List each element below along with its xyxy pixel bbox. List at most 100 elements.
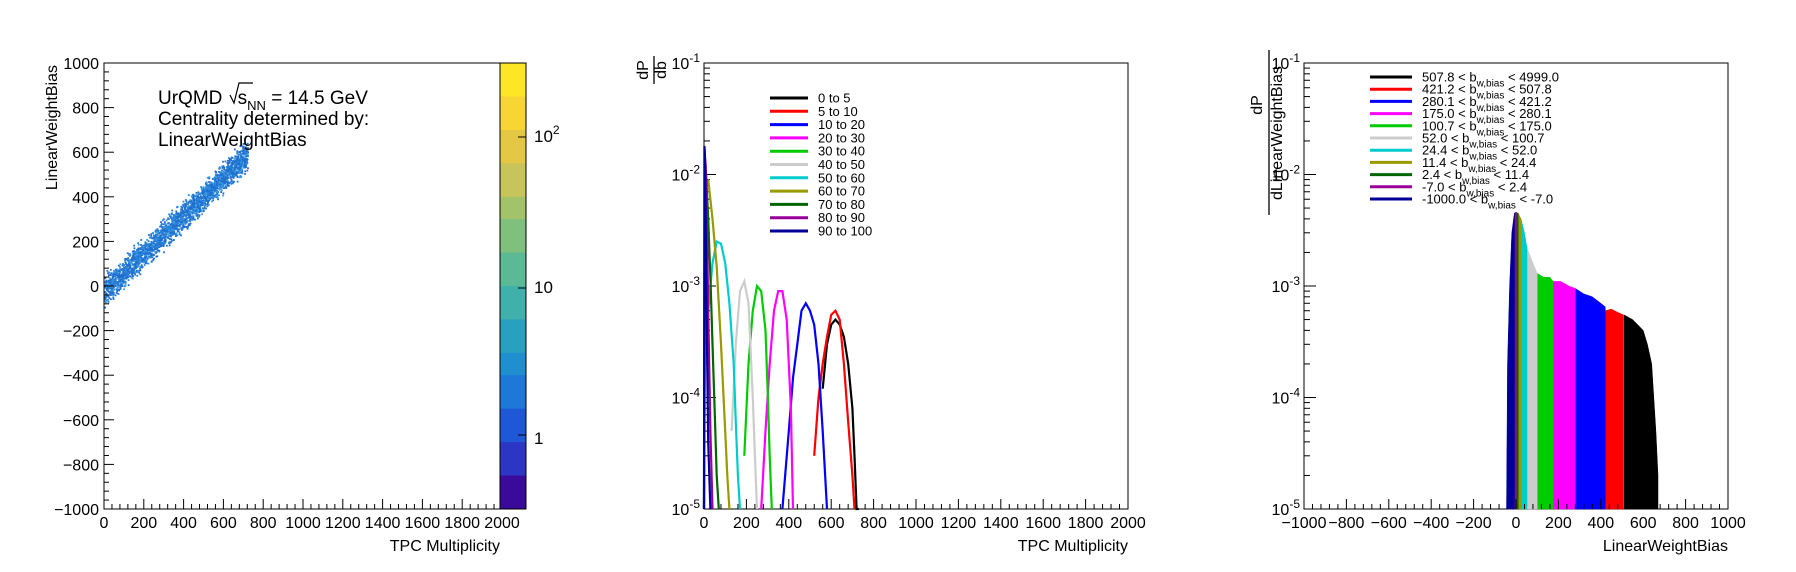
heatmap-cell [217,176,220,179]
heatmap-cell [151,241,154,244]
heatmap-cell [149,252,152,255]
colorbar-swatch [500,430,526,443]
heatmap-cell [125,262,128,265]
heatmap-cell [222,192,225,195]
heatmap-cell [203,203,206,206]
colorbar-swatch [500,464,526,477]
heatmap-cell [218,188,221,191]
heatmap-cell [218,174,221,177]
heatmap-cell [204,202,206,205]
heatmap-cell [188,224,191,227]
heatmap-cell [175,222,178,224]
heatmap-cell [162,236,165,239]
heatmap-cell [185,221,188,224]
heatmap-cell [226,179,228,182]
heatmap-cell [239,145,242,148]
heatmap-xtick-label: 1800 [444,515,480,532]
heatmap-cell [107,294,110,297]
heatmap-cell [242,164,245,167]
heatmap-cell [230,172,233,175]
heatmap-cell [210,185,213,188]
weightbias-xlabel: LinearWeightBias [1603,538,1728,555]
heatmap-cell [223,166,226,169]
heatmap-cell [231,171,234,174]
heatmap-cell [121,268,124,270]
heatmap-cell [206,197,209,200]
heatmap-cell [176,234,179,237]
heatmap-cell [211,193,214,196]
heatmap-cell [137,243,140,246]
heatmap-cell [187,203,189,206]
heatmap-cell [144,260,147,263]
heatmap-cell [120,273,123,276]
heatmap-cell [121,274,124,277]
heatmap-cell [168,238,171,240]
heatmap-cell [130,260,133,263]
distribution-xtick-label: 800 [860,515,887,532]
heatmap-cell [124,273,127,276]
heatmap-cell [237,166,239,169]
heatmap-cell [228,171,231,174]
heatmap-cell [205,200,208,202]
heatmap-cell [224,172,227,175]
heatmap-cell [195,191,198,194]
heatmap-xtick-label: 800 [250,515,277,532]
heatmap-cell [182,200,185,203]
heatmap-cell [237,171,240,174]
heatmap-cell [151,250,154,252]
heatmap-cell [169,241,172,244]
heatmap-cell [106,299,108,302]
heatmap-cell [236,180,239,183]
heatmap-cell [182,205,185,208]
heatmap-cell [227,177,229,179]
heatmap-cell [168,244,171,247]
heatmap-cell [234,169,237,172]
heatmap-cell [229,181,232,184]
heatmap-cell [108,297,111,299]
colorbar-swatch [500,475,526,488]
heatmap-cell [243,159,246,162]
heatmap-cell [111,277,114,280]
heatmap-cell [123,264,126,266]
distribution-xtick-label: 0 [700,515,709,532]
heatmap-cell [240,168,243,171]
heatmap-cell [136,257,138,260]
heatmap-cell [140,254,143,257]
distribution-legend-label: 5 to 10 [818,104,858,119]
heatmap-cell [203,190,206,193]
heatmap-cell [164,232,167,235]
heatmap-cell [196,217,199,220]
heatmap-cell [118,268,121,271]
heatmap-cell [218,170,220,173]
heatmap-cell [246,142,249,145]
heatmap-cell [171,209,174,212]
heatmap-cell [109,268,112,271]
heatmap-annotation-line1: UrQMD sNN = 14.5 GeV [158,88,368,113]
heatmap-cell [238,166,241,169]
heatmap-cell [245,163,248,166]
heatmap-cell [198,207,201,210]
heatmap-cell [148,234,150,236]
heatmap-cell [143,264,146,266]
heatmap-cell [141,246,144,249]
colorbar-swatch [500,330,526,343]
heatmap-cell [178,233,181,235]
heatmap-cell [180,205,183,208]
heatmap-cell [107,301,110,304]
heatmap-cell [218,194,220,197]
heatmap-cell [226,170,229,173]
heatmap-cell [139,266,142,268]
heatmap-cell [145,250,148,253]
heatmap-cell [209,182,212,185]
heatmap-cell [144,241,147,244]
heatmap-cell [118,270,121,272]
heatmap-cell [236,152,239,155]
heatmap-cell [171,234,173,237]
heatmap-cell [201,213,204,216]
colorbar-swatch [500,486,526,499]
heatmap-cell [236,172,239,175]
heatmap-cell [221,185,224,188]
heatmap-cell [185,200,188,203]
heatmap-cell [240,169,242,172]
heatmap-cell [210,190,213,193]
